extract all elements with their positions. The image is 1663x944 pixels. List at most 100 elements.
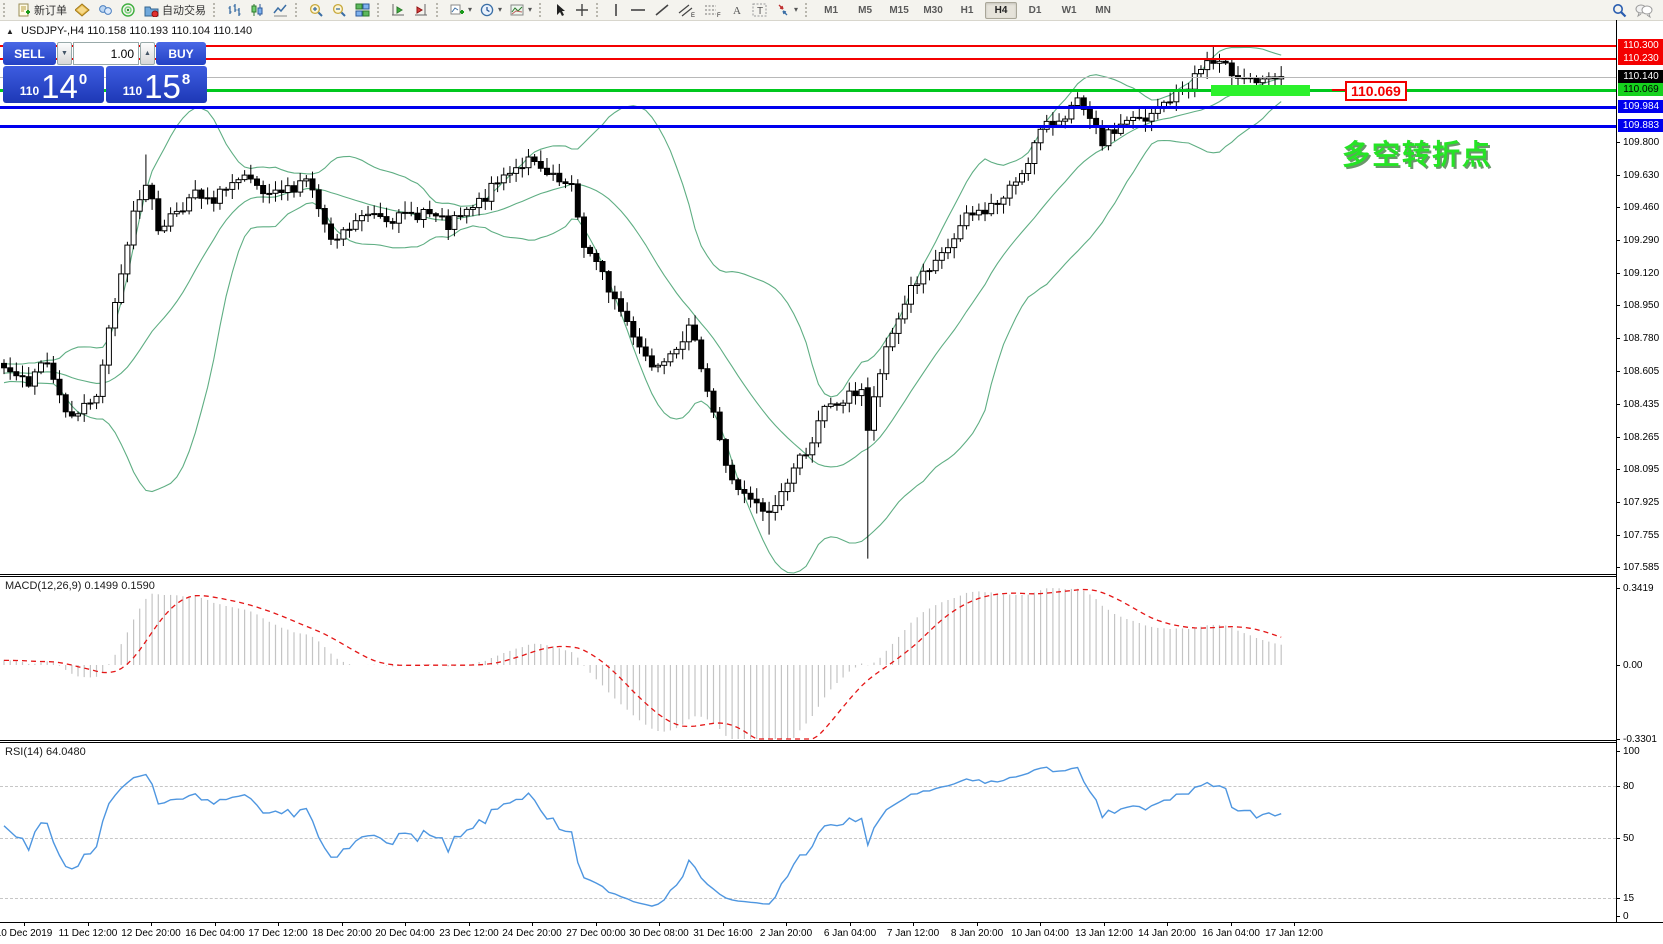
highlight-bar[interactable] — [1211, 85, 1310, 96]
time-axis-tick — [278, 922, 279, 926]
time-axis-label[interactable]: 23 Dec 12:00 — [439, 928, 499, 939]
toolbar-handle[interactable] — [436, 3, 443, 17]
timeframe-h4[interactable]: H4 — [985, 1, 1018, 19]
candle-bearish — [722, 439, 729, 466]
level-line-110.230[interactable] — [0, 58, 1616, 60]
price-tick-label: 109.630 — [1623, 170, 1660, 181]
candlestick-chart-button[interactable] — [246, 0, 269, 21]
auto-scroll-button[interactable] — [387, 0, 410, 21]
time-axis-label[interactable]: 14 Jan 20:00 — [1138, 928, 1196, 939]
text-label-button[interactable]: T — [748, 0, 772, 21]
zoom-in-button[interactable] — [305, 0, 328, 21]
crosshair-button[interactable] — [571, 0, 593, 21]
time-axis-label[interactable]: 18 Dec 20:00 — [312, 928, 372, 939]
templates-button[interactable]: ▾ — [506, 0, 536, 21]
toolbar-handle[interactable] — [805, 3, 812, 17]
timeframe-m30[interactable]: M30 — [923, 4, 943, 16]
sell-button[interactable]: SELL — [3, 42, 56, 65]
time-axis-label[interactable]: 10 Dec 2019 — [0, 928, 53, 939]
periods-button[interactable]: ▾ — [476, 0, 506, 21]
timeframe-m15[interactable]: M15 — [889, 4, 909, 16]
time-axis-label[interactable]: 6 Jan 04:00 — [823, 928, 877, 939]
autotrading-button[interactable]: 自动交易 — [140, 0, 210, 21]
rsi-line — [3, 766, 1282, 907]
level-line-110.140[interactable] — [0, 77, 1616, 78]
timeframe-m1[interactable]: M1 — [824, 4, 839, 16]
sell-price-display[interactable]: 110 14 0 — [3, 66, 104, 103]
timeframe-w1[interactable]: W1 — [1061, 4, 1077, 16]
candle-bullish — [463, 208, 470, 217]
volume-increase-button[interactable]: ▲ — [140, 42, 155, 65]
time-axis-label[interactable]: 7 Jan 12:00 — [886, 928, 940, 939]
price-annotation-label[interactable]: 110.069 — [1345, 81, 1407, 101]
buy-price-display[interactable]: 110 15 8 — [106, 66, 207, 103]
time-axis-label[interactable]: 16 Dec 04:00 — [185, 928, 245, 939]
time-axis-tick — [151, 922, 152, 926]
timeframe-d1[interactable]: D1 — [1028, 4, 1042, 16]
text-button[interactable]: A — [726, 0, 748, 21]
chat-button[interactable] — [1631, 0, 1657, 21]
buy-button[interactable]: BUY — [156, 42, 206, 65]
time-axis-label[interactable]: 10 Jan 04:00 — [1011, 928, 1069, 939]
price-tick-label: 107.585 — [1623, 562, 1660, 573]
level-line-110.300[interactable] — [0, 45, 1616, 47]
time-axis-label[interactable]: 27 Dec 00:00 — [566, 928, 626, 939]
time-axis-label[interactable]: 17 Jan 12:00 — [1265, 928, 1323, 939]
indicators-button[interactable]: ▾ — [446, 0, 476, 21]
timeframe-m5[interactable]: M5 — [858, 4, 873, 16]
time-axis-label[interactable]: 2 Jan 20:00 — [759, 928, 813, 939]
level-line-109.984[interactable] — [0, 106, 1616, 109]
channel-button[interactable]: E — [674, 0, 700, 21]
charts-button[interactable] — [71, 0, 94, 21]
candle-bullish — [216, 188, 223, 204]
line-chart-button[interactable] — [269, 0, 292, 21]
search-button[interactable] — [1608, 0, 1631, 21]
candle-bullish — [235, 179, 242, 184]
toolbar-handle[interactable] — [3, 3, 10, 17]
turning-point-annotation[interactable]: 多空转折点 — [1342, 139, 1493, 170]
candle-bullish — [476, 197, 483, 209]
volume-decrease-button[interactable]: ▼ — [57, 42, 72, 65]
buy-price-big: 15 — [144, 68, 181, 105]
time-axis-label[interactable]: 16 Jan 04:00 — [1202, 928, 1260, 939]
toolbar-handle[interactable] — [295, 3, 302, 17]
pane-separator[interactable] — [0, 574, 1617, 575]
vertical-line-button[interactable] — [606, 0, 626, 21]
zoom-out-button[interactable] — [328, 0, 351, 21]
time-axis-label[interactable]: 13 Jan 12:00 — [1075, 928, 1133, 939]
pane-separator[interactable] — [0, 740, 1617, 741]
time-axis-label[interactable]: 8 Jan 20:00 — [950, 928, 1004, 939]
toolbar-handle[interactable] — [596, 3, 603, 17]
time-axis-label[interactable]: 24 Dec 20:00 — [502, 928, 562, 939]
time-axis-label[interactable]: 17 Dec 12:00 — [248, 928, 308, 939]
time-axis-label[interactable]: 20 Dec 04:00 — [375, 928, 435, 939]
one-click-collapse-icon[interactable]: ▲ — [6, 27, 14, 36]
candle-bullish — [1031, 142, 1038, 164]
bar-chart-button[interactable] — [223, 0, 246, 21]
cursor-button[interactable] — [549, 0, 571, 21]
new-order-button[interactable]: 新订单 — [13, 0, 71, 21]
tile-windows-button[interactable] — [351, 0, 374, 21]
time-axis-label[interactable]: 12 Dec 20:00 — [121, 928, 181, 939]
candle-bullish — [93, 395, 100, 404]
timeframe-h1[interactable]: H1 — [960, 4, 974, 16]
toolbar-handle[interactable] — [213, 3, 220, 17]
signals-button[interactable] — [117, 0, 140, 21]
time-axis-label[interactable]: 30 Dec 08:00 — [629, 928, 689, 939]
time-axis-label[interactable]: 11 Dec 12:00 — [58, 928, 118, 939]
arrows-button[interactable]: ▾ — [772, 0, 802, 21]
fibonacci-button[interactable]: F — [700, 0, 726, 21]
toolbar-handle[interactable] — [539, 3, 546, 17]
time-axis-label[interactable]: 31 Dec 16:00 — [693, 928, 753, 939]
market-watch-button[interactable] — [94, 0, 117, 21]
chart-shift-button[interactable] — [410, 0, 433, 21]
candle-bearish — [593, 253, 600, 262]
toolbar-handle[interactable] — [377, 3, 384, 17]
trendline-button[interactable] — [650, 0, 674, 21]
level-line-109.883[interactable] — [0, 125, 1616, 128]
horizontal-line-button[interactable] — [626, 0, 650, 21]
candle-bullish — [340, 229, 347, 240]
timeframe-mn[interactable]: MN — [1095, 4, 1111, 16]
volume-input[interactable] — [73, 42, 139, 65]
candle-bullish — [908, 285, 914, 305]
